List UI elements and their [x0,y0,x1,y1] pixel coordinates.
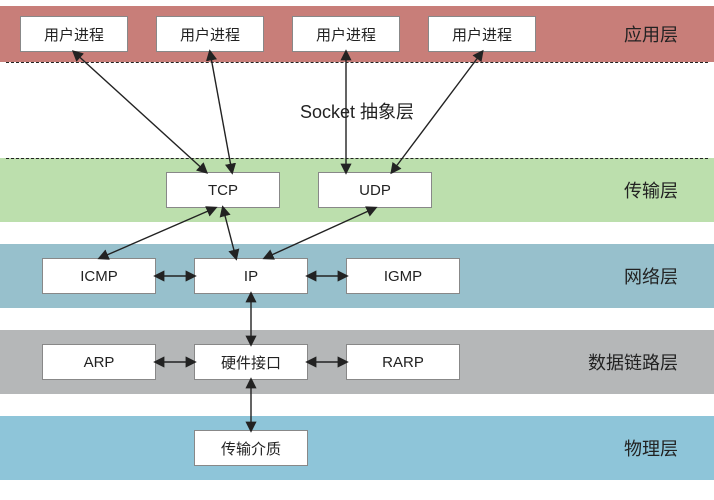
diagram-canvas: 应用层 传输层 网络层 数据链路层 物理层 Socket 抽象层 用户进程 用户… [0,0,714,500]
socket-dash-top [6,62,708,63]
layer-app-label: 应用层 [624,21,678,47]
box-user-process-4: 用户进程 [428,16,536,52]
box-rarp: RARP [346,344,460,380]
box-user-process-2: 用户进程 [156,16,264,52]
box-tcp: TCP [166,172,280,208]
layer-physical: 物理层 [0,416,714,480]
box-transmission-medium: 传输介质 [194,430,308,466]
layer-datalink-label: 数据链路层 [588,349,678,375]
box-user-process-3: 用户进程 [292,16,400,52]
layer-network-label: 网络层 [624,263,678,289]
layer-physical-label: 物理层 [624,435,678,461]
box-udp: UDP [318,172,432,208]
socket-dash-bottom [6,158,708,159]
box-ip: IP [194,258,308,294]
layer-transport-label: 传输层 [624,177,678,203]
box-arp: ARP [42,344,156,380]
box-igmp: IGMP [346,258,460,294]
box-icmp: ICMP [42,258,156,294]
box-user-process-1: 用户进程 [20,16,128,52]
socket-label: Socket 抽象层 [0,98,714,124]
box-hardware-interface: 硬件接口 [194,344,308,380]
